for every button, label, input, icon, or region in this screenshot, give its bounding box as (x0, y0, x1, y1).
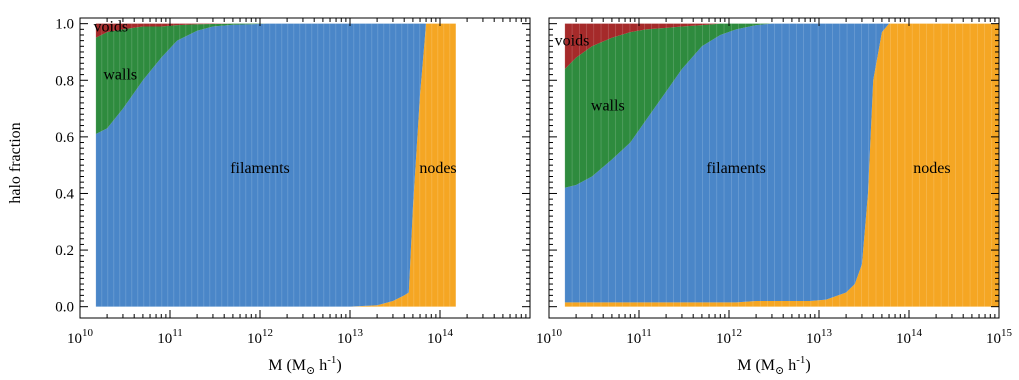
region-label-walls: walls (591, 98, 625, 115)
region-label-nodes: nodes (419, 160, 456, 177)
x-tick-label: 1013 (337, 327, 364, 347)
bin-lines (95, 23, 457, 307)
x-tick-label: 1012 (716, 327, 742, 347)
area-filaments (95, 23, 456, 307)
left-panel: 1010 1011 1012 1013 1014 0.0 0.2 0.4 0.6 0.8 1.0 M … (55, 17, 531, 377)
y-axis-label: halo fraction (7, 122, 24, 203)
area-walls (564, 23, 999, 188)
area-walls (95, 23, 456, 135)
plot-frame (548, 17, 1000, 319)
y-tick-label: 0.4 (55, 186, 74, 202)
plot-frame (79, 17, 531, 319)
x-tick-label: 1010 (536, 327, 563, 347)
x-tick-label: 1014 (427, 327, 454, 347)
region-label-nodes: nodes (913, 160, 950, 177)
region-label-filaments: filaments (706, 160, 766, 177)
right-panel: 1010 1011 1012 1013 1014 1015 M (M⊙ h-1) voids w… (536, 17, 1013, 377)
y-tick-label: 0.0 (55, 300, 74, 316)
region-label-voids: voids (555, 33, 590, 50)
x-ticks (79, 18, 531, 318)
x-tick-label: 1010 (67, 327, 94, 347)
area-voids (95, 23, 456, 38)
area-filaments (564, 23, 999, 303)
y-tick-label: 0.8 (55, 73, 74, 89)
x-tick-label: 1015 (986, 327, 1013, 347)
x-tick-label: 1012 (247, 327, 273, 347)
y-tick-label: 1.0 (55, 17, 74, 33)
y-tick-label: 0.2 (55, 243, 74, 259)
y-ticks (80, 23, 530, 308)
x-tick-label: 1014 (896, 327, 923, 347)
region-label-voids: voids (93, 18, 128, 35)
area-voids (564, 23, 999, 69)
y-ticks (549, 23, 999, 308)
y-axis-title: halo fraction (7, 122, 24, 203)
area-nodes (95, 23, 456, 307)
x-axis-label: M (M⊙ h-1) (268, 354, 342, 377)
region-label-filaments: filaments (230, 160, 290, 177)
x-ticks (548, 18, 1000, 318)
area-nodes (564, 23, 999, 307)
x-axis-label: M (M⊙ h-1) (737, 354, 811, 377)
region-label-walls: walls (103, 67, 137, 84)
x-tick-label: 1011 (626, 327, 652, 347)
x-tick-label: 1013 (806, 327, 833, 347)
y-tick-label: 0.6 (55, 130, 74, 146)
x-tick-label: 1011 (157, 327, 183, 347)
